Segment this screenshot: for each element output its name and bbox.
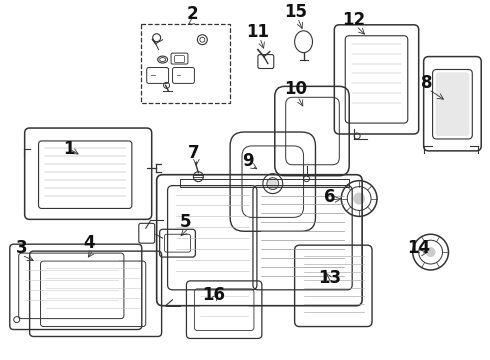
Text: 4: 4 [83,234,95,252]
Text: 3: 3 [16,239,27,257]
Text: 5: 5 [180,213,191,231]
Text: 9: 9 [242,152,254,170]
Text: 11: 11 [246,23,270,41]
Text: 7: 7 [188,144,199,162]
Text: 10: 10 [284,80,307,98]
Circle shape [426,247,436,257]
Circle shape [267,178,279,190]
Text: 13: 13 [318,269,341,287]
FancyBboxPatch shape [436,72,469,136]
Circle shape [353,193,365,204]
Bar [180,179,349,186]
Text: 8: 8 [421,75,432,93]
Text: 14: 14 [407,239,430,257]
Text: 6: 6 [323,188,335,206]
Text: 16: 16 [202,286,225,304]
Text: 1: 1 [64,140,75,158]
Text: 15: 15 [284,3,307,21]
Text: 2: 2 [187,5,198,23]
Text: 12: 12 [343,11,366,29]
Bar [141,24,230,103]
